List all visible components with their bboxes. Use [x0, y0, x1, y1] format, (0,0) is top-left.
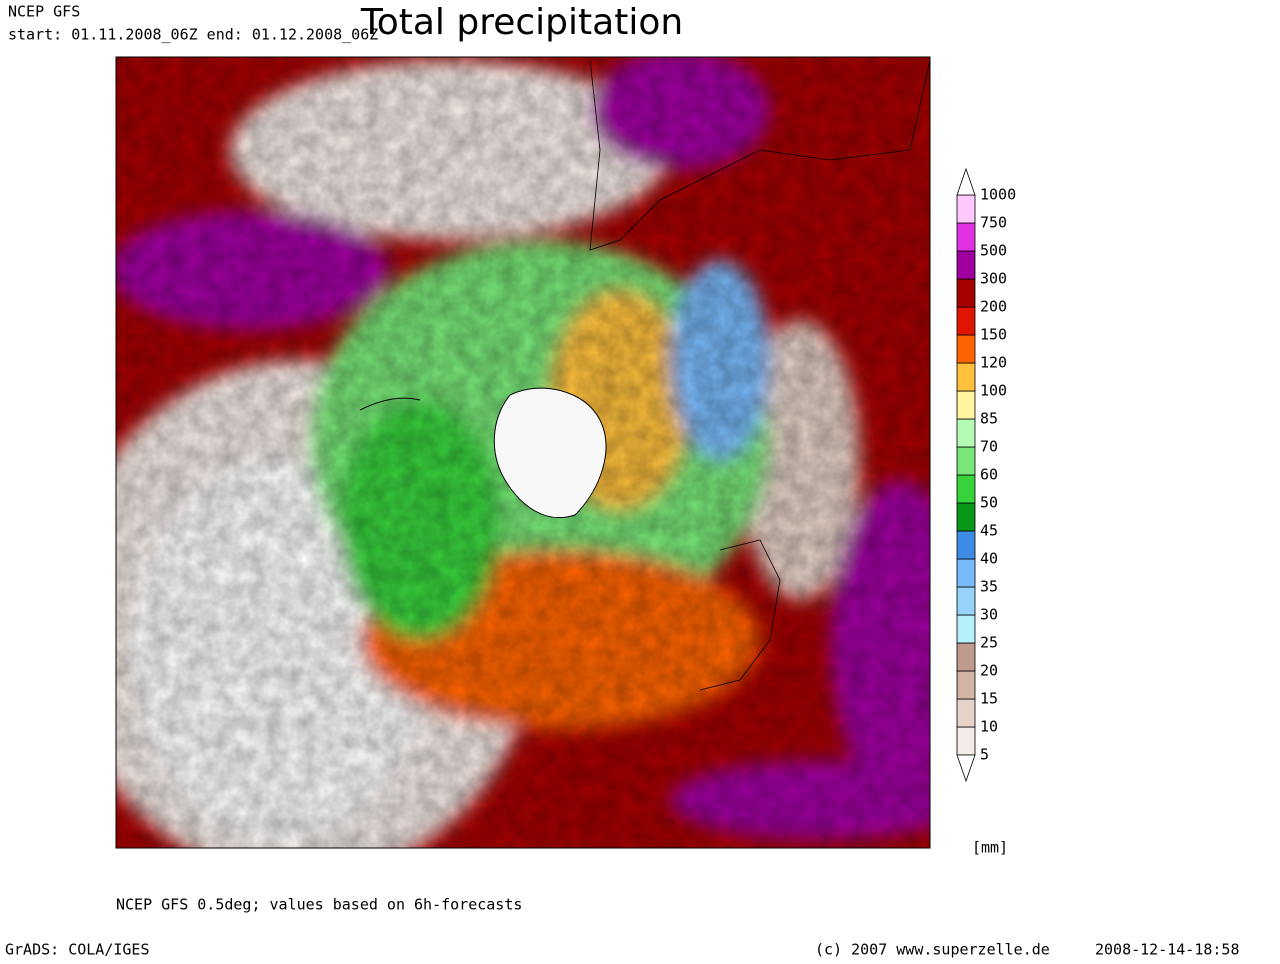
colorbar-label: 50	[980, 494, 998, 512]
colorbar-label: 15	[980, 690, 998, 708]
color-box	[956, 474, 976, 504]
colorbar-label: 30	[980, 606, 998, 624]
colorbar-label: 300	[980, 270, 1007, 288]
colorbar-label: 120	[980, 354, 1007, 372]
color-triangle-high	[956, 167, 976, 196]
color-box	[956, 586, 976, 616]
color-box	[956, 390, 976, 420]
color-box	[956, 502, 976, 532]
color-box	[956, 530, 976, 560]
colorbar-label: 100	[980, 382, 1007, 400]
colorbar-label: 85	[980, 410, 998, 428]
timestamp: 2008-12-14-18:58	[1095, 941, 1240, 959]
color-box	[956, 446, 976, 476]
source: NCEP GFS	[8, 3, 80, 21]
color-box	[956, 726, 976, 756]
color-box	[956, 250, 976, 280]
colorbar-label: 5	[980, 746, 989, 764]
precipitation-map	[116, 57, 930, 848]
color-box	[956, 670, 976, 700]
colorbar: 5 10 15 20 25 30 35 40 45 50 60 70 85 100 120 150 200 300…	[956, 167, 1016, 783]
colorbar-label: 200	[980, 298, 1007, 316]
period: start: 01.11.2008_06Z end: 01.12.2008_06…	[8, 26, 378, 44]
colorbar-label: 20	[980, 662, 998, 680]
color-box	[956, 278, 976, 308]
map-frame	[115, 56, 931, 849]
colorbar-label: 500	[980, 242, 1007, 260]
colorbar-label: 60	[980, 466, 998, 484]
colorbar-label: 1000	[980, 186, 1016, 204]
title: Total precipitation	[360, 2, 683, 43]
software: GrADS: COLA/IGES	[5, 941, 150, 959]
color-box	[956, 334, 976, 364]
colorbar-label: 750	[980, 214, 1007, 232]
colorbar-label: 150	[980, 326, 1007, 344]
colorbar-label: 25	[980, 634, 998, 652]
colorbar-label: 35	[980, 578, 998, 596]
color-box	[956, 362, 976, 392]
copyright: (c) 2007 www.superzelle.de	[815, 941, 1050, 959]
colorbar-label: 45	[980, 522, 998, 540]
color-box	[956, 558, 976, 588]
color-box	[956, 222, 976, 252]
colorbar-label: 10	[980, 718, 998, 736]
color-box	[956, 698, 976, 728]
color-box	[956, 642, 976, 672]
colorbar-label: 70	[980, 438, 998, 456]
color-triangle-low	[956, 754, 976, 783]
unit: [mm]	[972, 839, 1008, 857]
colorbar-label: 40	[980, 550, 998, 568]
color-box	[956, 194, 976, 224]
color-box	[956, 614, 976, 644]
color-box	[956, 418, 976, 448]
footnote: NCEP GFS 0.5deg; values based on 6h-fore…	[116, 896, 522, 914]
color-box	[956, 306, 976, 336]
